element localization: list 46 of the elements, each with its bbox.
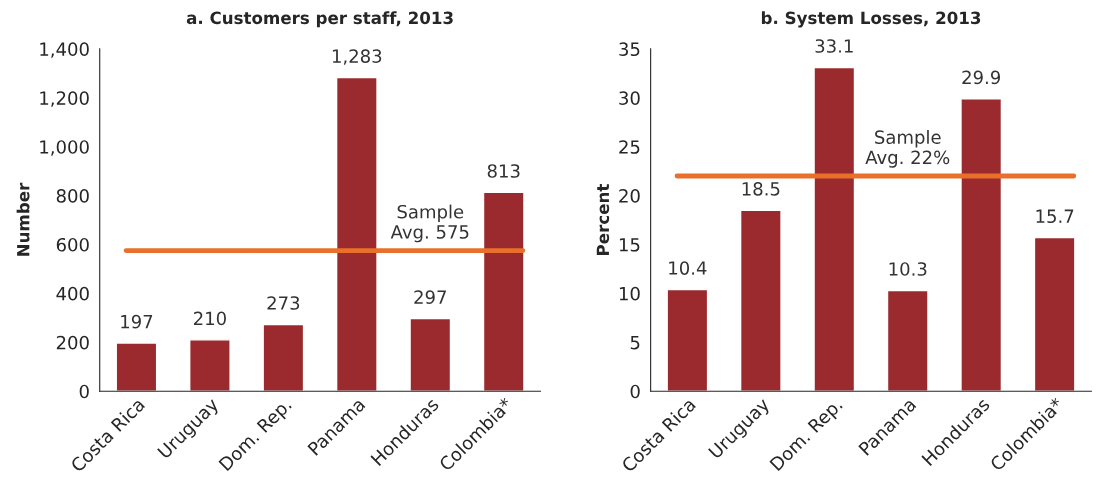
bar (739, 209, 782, 392)
y-tick-label: 400 (56, 286, 89, 301)
data-label: 813 (487, 164, 520, 178)
bar (115, 342, 158, 392)
data-label: 10.3 (889, 262, 927, 276)
data-label: 273 (267, 296, 300, 310)
bar (482, 191, 525, 392)
data-label: 1,283 (332, 49, 382, 65)
bar (335, 76, 378, 392)
data-label: 197 (121, 314, 153, 329)
y-tick-label: 600 (56, 237, 89, 252)
bar (886, 289, 929, 392)
ref-line-label: Sample Avg. 575 (390, 204, 469, 243)
chart-title: b. System Losses, 2013 (761, 11, 981, 28)
bar (960, 98, 1003, 392)
data-label: 10.4 (669, 261, 707, 275)
y-axis-title: Percent (596, 184, 610, 255)
y-tick-label: 200 (56, 335, 89, 350)
y-tick-label: 0 (79, 384, 89, 399)
y-axis-title: Number (16, 182, 30, 256)
bar (813, 66, 856, 392)
y-tick-label: 30 (619, 91, 640, 105)
y-tick-label: 35 (619, 42, 640, 57)
ref-line-label: Sample Avg. 22% (865, 130, 950, 168)
bar (666, 288, 709, 392)
bar (262, 323, 305, 392)
y-tick-label: 1,200 (40, 91, 89, 107)
data-label: 33.1 (815, 39, 853, 53)
data-label: 210 (194, 311, 226, 326)
y-tick-label: 800 (56, 189, 89, 203)
y-tick-label: 15 (619, 238, 640, 252)
chart-title: a. Customers per staff, 2013 (186, 11, 453, 28)
data-label: 29.9 (962, 70, 1001, 85)
y-tick-label: 1,400 (40, 42, 89, 58)
bar (189, 339, 231, 392)
y-tick-label: 0 (630, 384, 640, 399)
y-tick-label: 1,000 (40, 140, 89, 156)
bar (1033, 236, 1076, 392)
data-label: 15.7 (1036, 209, 1074, 224)
y-tick-label: 10 (619, 286, 640, 301)
data-label: 18.5 (742, 182, 780, 196)
y-tick-label: 20 (619, 189, 640, 203)
bar (409, 317, 452, 392)
y-tick-label: 25 (619, 140, 640, 154)
y-tick-label: 5 (630, 336, 640, 350)
data-label: 297 (414, 290, 446, 304)
